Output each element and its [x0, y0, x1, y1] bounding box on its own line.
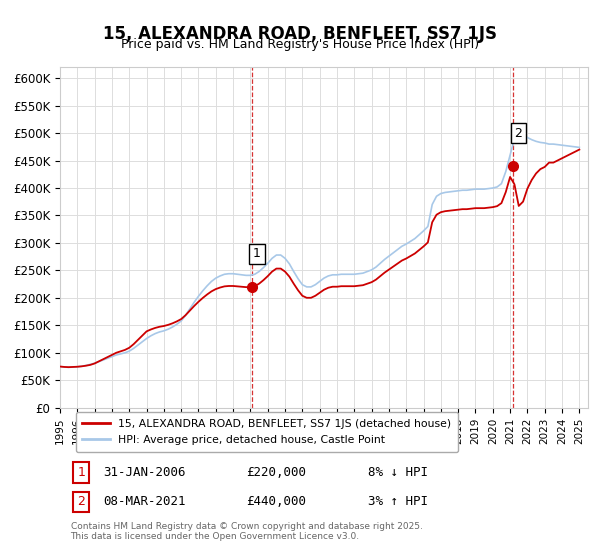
Text: 2: 2	[514, 127, 523, 139]
Text: 1: 1	[253, 248, 261, 260]
Text: 15, ALEXANDRA ROAD, BENFLEET, SS7 1JS: 15, ALEXANDRA ROAD, BENFLEET, SS7 1JS	[103, 25, 497, 43]
Text: £220,000: £220,000	[247, 466, 307, 479]
Text: 8% ↓ HPI: 8% ↓ HPI	[368, 466, 428, 479]
Text: 31-JAN-2006: 31-JAN-2006	[103, 466, 186, 479]
Text: 3% ↑ HPI: 3% ↑ HPI	[368, 496, 428, 508]
Text: £440,000: £440,000	[247, 496, 307, 508]
Legend: 15, ALEXANDRA ROAD, BENFLEET, SS7 1JS (detached house), HPI: Average price, deta: 15, ALEXANDRA ROAD, BENFLEET, SS7 1JS (d…	[76, 412, 458, 452]
Text: 1: 1	[77, 466, 85, 479]
Text: 2: 2	[77, 496, 85, 508]
Text: 08-MAR-2021: 08-MAR-2021	[103, 496, 186, 508]
Text: Price paid vs. HM Land Registry's House Price Index (HPI): Price paid vs. HM Land Registry's House …	[121, 38, 479, 51]
Text: Contains HM Land Registry data © Crown copyright and database right 2025.
This d: Contains HM Land Registry data © Crown c…	[71, 521, 422, 541]
